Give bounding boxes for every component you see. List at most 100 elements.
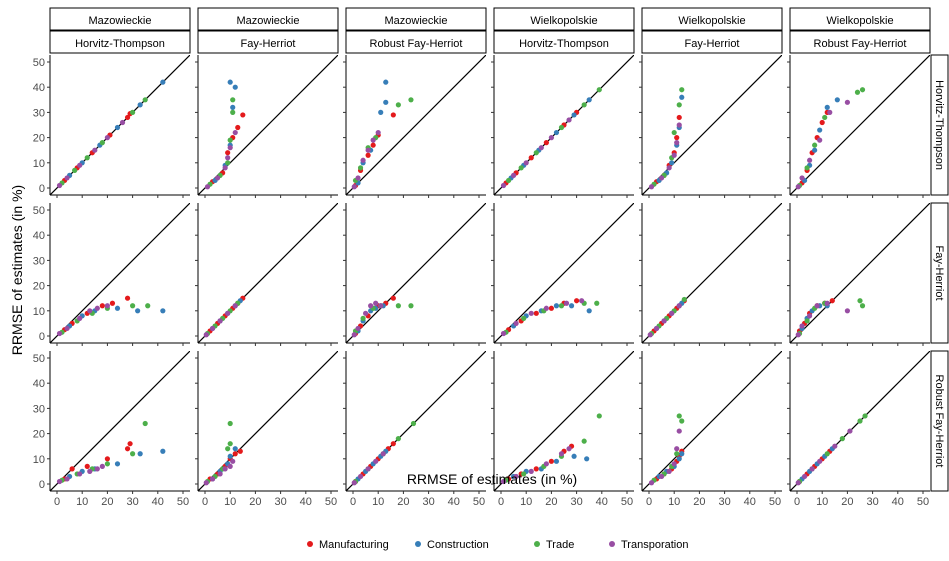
data-point-transporation: [807, 313, 813, 319]
data-point-construction: [160, 308, 166, 314]
x-tick-label: 20: [249, 496, 261, 508]
data-point-transporation: [357, 473, 364, 480]
data-point-transporation: [203, 480, 209, 486]
data-point-trade: [130, 451, 136, 457]
y-tick-label: 10: [33, 454, 45, 466]
data-point-manufacturing: [237, 448, 243, 454]
data-point-construction: [232, 446, 238, 452]
x-tick-label: 30: [866, 496, 878, 508]
y-tick-label: 0: [39, 331, 45, 343]
facet-panel: 0 10 20 30 40 50: [639, 351, 782, 508]
y-tick-label: 20: [33, 429, 45, 441]
data-point-transporation: [817, 137, 823, 143]
data-point-trade: [839, 436, 845, 442]
x-tick-label: 50: [621, 496, 633, 508]
legend-marker: [307, 541, 313, 547]
facet-panel: [343, 203, 486, 346]
data-point-transporation: [671, 461, 677, 467]
data-point-trade: [521, 471, 527, 477]
data-point-trade: [99, 140, 105, 146]
data-point-construction: [160, 79, 166, 85]
y-tick-label: 10: [33, 158, 45, 170]
data-point-manufacturing: [104, 456, 110, 462]
legend-marker: [609, 541, 615, 547]
data-point-transporation: [77, 162, 83, 168]
data-point-transporation: [365, 147, 371, 153]
x-tick-label: 50: [769, 496, 781, 508]
data-point-manufacturing: [84, 463, 90, 469]
legend-label: Manufacturing: [319, 539, 389, 551]
data-point-transporation: [566, 117, 572, 123]
data-point-trade: [824, 451, 830, 457]
data-point-trade: [594, 300, 600, 306]
data-point-transporation: [232, 129, 238, 136]
data-point-construction: [812, 147, 818, 153]
data-point-transporation: [814, 303, 820, 309]
reference-line: [790, 55, 930, 195]
legend: Manufacturing Construction Trade Transporat…: [307, 539, 688, 551]
legend-label: Transporation: [621, 539, 688, 551]
data-point-trade: [142, 420, 148, 427]
y-tick-label: 40: [33, 378, 45, 390]
data-point-transporation: [669, 310, 675, 316]
data-point-transporation: [671, 152, 677, 158]
data-point-trade: [230, 97, 236, 103]
reference-line: [346, 203, 486, 343]
data-point-trade: [227, 137, 233, 143]
data-point-construction: [584, 456, 590, 462]
data-point-transporation: [832, 443, 838, 449]
data-point-transporation: [648, 480, 655, 486]
data-point-transporation: [360, 157, 366, 163]
data-point-trade: [225, 446, 231, 452]
data-point-trade: [408, 97, 414, 103]
data-point-trade: [558, 124, 565, 131]
data-point-trade: [674, 451, 680, 457]
data-point-transporation: [513, 473, 519, 480]
strip-method-box: [789, 30, 931, 54]
data-point-transporation: [674, 446, 680, 452]
x-tick-label: 0: [350, 496, 356, 508]
data-point-trade: [395, 303, 401, 309]
strip-method-label: Robust Fay-Herriot: [370, 38, 463, 50]
data-point-transporation: [566, 446, 572, 452]
data-point-transporation: [375, 129, 381, 136]
data-point-transporation: [847, 428, 853, 434]
data-point-construction: [834, 97, 840, 103]
data-point-construction: [571, 112, 577, 118]
y-tick-label: 50: [33, 353, 45, 365]
data-point-manufacturing: [127, 441, 133, 447]
data-point-transporation: [355, 325, 361, 332]
data-point-transporation: [659, 473, 665, 480]
data-point-trade: [521, 315, 527, 321]
x-tick-label: 10: [372, 496, 384, 508]
data-point-construction: [586, 97, 592, 103]
data-point-trade: [533, 150, 539, 156]
data-point-manufacturing: [124, 295, 131, 301]
data-point-trade: [581, 438, 587, 444]
strip-method-label: Fay-Herriot: [240, 38, 295, 50]
data-point-transporation: [538, 145, 544, 151]
strip-row-box: [930, 54, 949, 196]
data-point-construction: [137, 451, 143, 457]
data-point-transporation: [56, 182, 63, 189]
strip-region-box: [49, 7, 191, 31]
strip-method-label: Robust Fay-Herriot: [814, 38, 907, 50]
y-tick-label: 50: [33, 57, 45, 69]
x-tick-label: 20: [101, 496, 113, 508]
data-point-transporation: [355, 175, 361, 181]
data-point-construction: [568, 303, 575, 309]
data-point-manufacturing: [124, 446, 131, 452]
data-point-transporation: [203, 332, 209, 338]
x-tick-label: 30: [718, 496, 730, 508]
y-tick-label: 20: [33, 281, 45, 293]
data-point-manufacturing: [99, 303, 105, 309]
data-point-construction: [553, 303, 560, 309]
data-point-transporation: [373, 458, 379, 464]
x-tick-label: 30: [274, 496, 286, 508]
data-point-trade: [410, 420, 417, 427]
data-point-construction: [160, 448, 166, 454]
data-point-manufacturing: [533, 466, 539, 472]
data-point-transporation: [64, 325, 70, 332]
data-point-transporation: [77, 471, 83, 477]
data-point-construction: [383, 79, 389, 85]
